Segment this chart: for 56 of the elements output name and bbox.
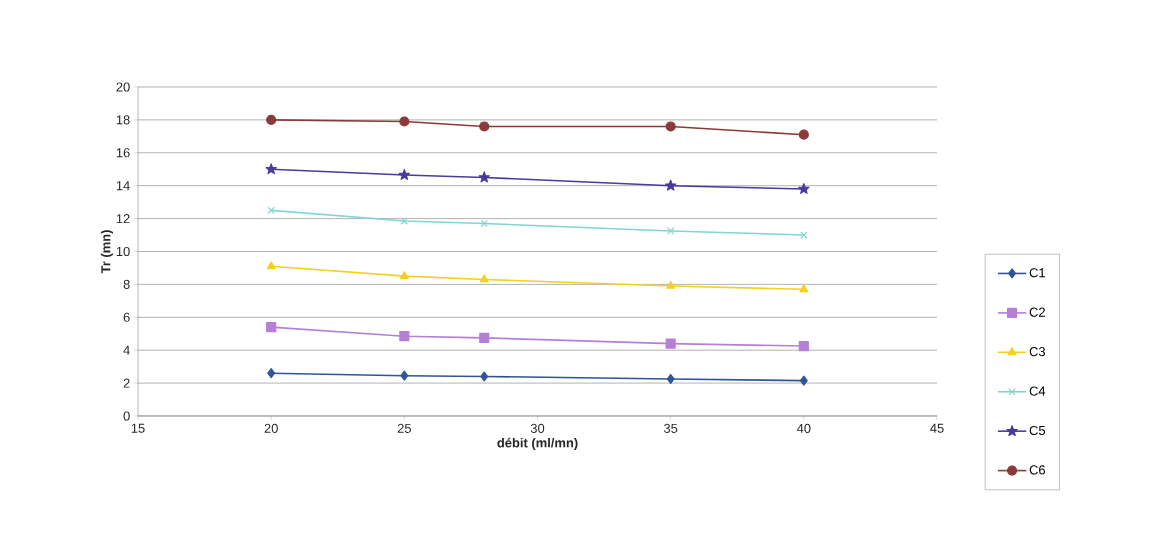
y-tick-label: 0	[123, 411, 130, 421]
point	[398, 169, 411, 180]
point	[266, 322, 277, 333]
x-tick-label: 25	[397, 423, 411, 433]
point	[666, 227, 675, 235]
legend-label: C2	[1029, 307, 1045, 317]
point	[798, 129, 809, 140]
y-tick-label: 8	[123, 279, 130, 289]
point	[480, 219, 489, 228]
legend-label: C5	[1029, 425, 1046, 436]
point	[399, 116, 410, 127]
point	[266, 261, 276, 270]
legend-label: C3	[1029, 347, 1046, 357]
legend-label: C6	[1029, 465, 1046, 475]
point	[478, 171, 490, 183]
y-tick-label: 18	[116, 115, 130, 125]
point	[798, 183, 810, 194]
y-tick-label: 6	[123, 312, 130, 322]
point	[666, 373, 675, 385]
y-tick-label: 20	[116, 82, 130, 92]
point	[665, 121, 676, 132]
point	[798, 340, 809, 352]
point	[479, 332, 490, 343]
point	[664, 179, 677, 191]
y-axis-title: Tr (mn)	[100, 230, 113, 274]
point	[399, 271, 409, 279]
legend-label: C1	[1029, 268, 1045, 278]
x-tick-label: 30	[530, 423, 545, 433]
point	[480, 371, 489, 382]
point	[479, 121, 490, 132]
point	[665, 338, 676, 349]
y-tick-label: 10	[116, 246, 130, 257]
point	[799, 284, 809, 293]
x-tick-label: 20	[264, 423, 278, 433]
point	[799, 375, 808, 386]
x-tick-label: 45	[930, 423, 944, 433]
y-tick-label: 14	[116, 181, 130, 191]
point	[399, 331, 410, 342]
point	[400, 217, 409, 225]
point	[400, 370, 409, 381]
point	[265, 163, 277, 175]
y-tick-label: 12	[116, 214, 130, 224]
y-tick-label: 2	[123, 378, 130, 388]
legend-label: C4	[1029, 386, 1046, 396]
x-tick-label: 35	[663, 423, 678, 433]
point	[266, 114, 277, 125]
point	[267, 206, 275, 215]
y-tick-label: 16	[116, 148, 130, 158]
x-tick-label: 15	[131, 423, 145, 433]
y-tick-label: 4	[123, 345, 130, 355]
point	[479, 274, 489, 283]
x-axis-title: débit (ml/mn)	[497, 437, 578, 450]
x-tick-label: 40	[796, 423, 811, 433]
point	[666, 280, 676, 289]
point	[800, 231, 808, 239]
point	[267, 368, 276, 379]
